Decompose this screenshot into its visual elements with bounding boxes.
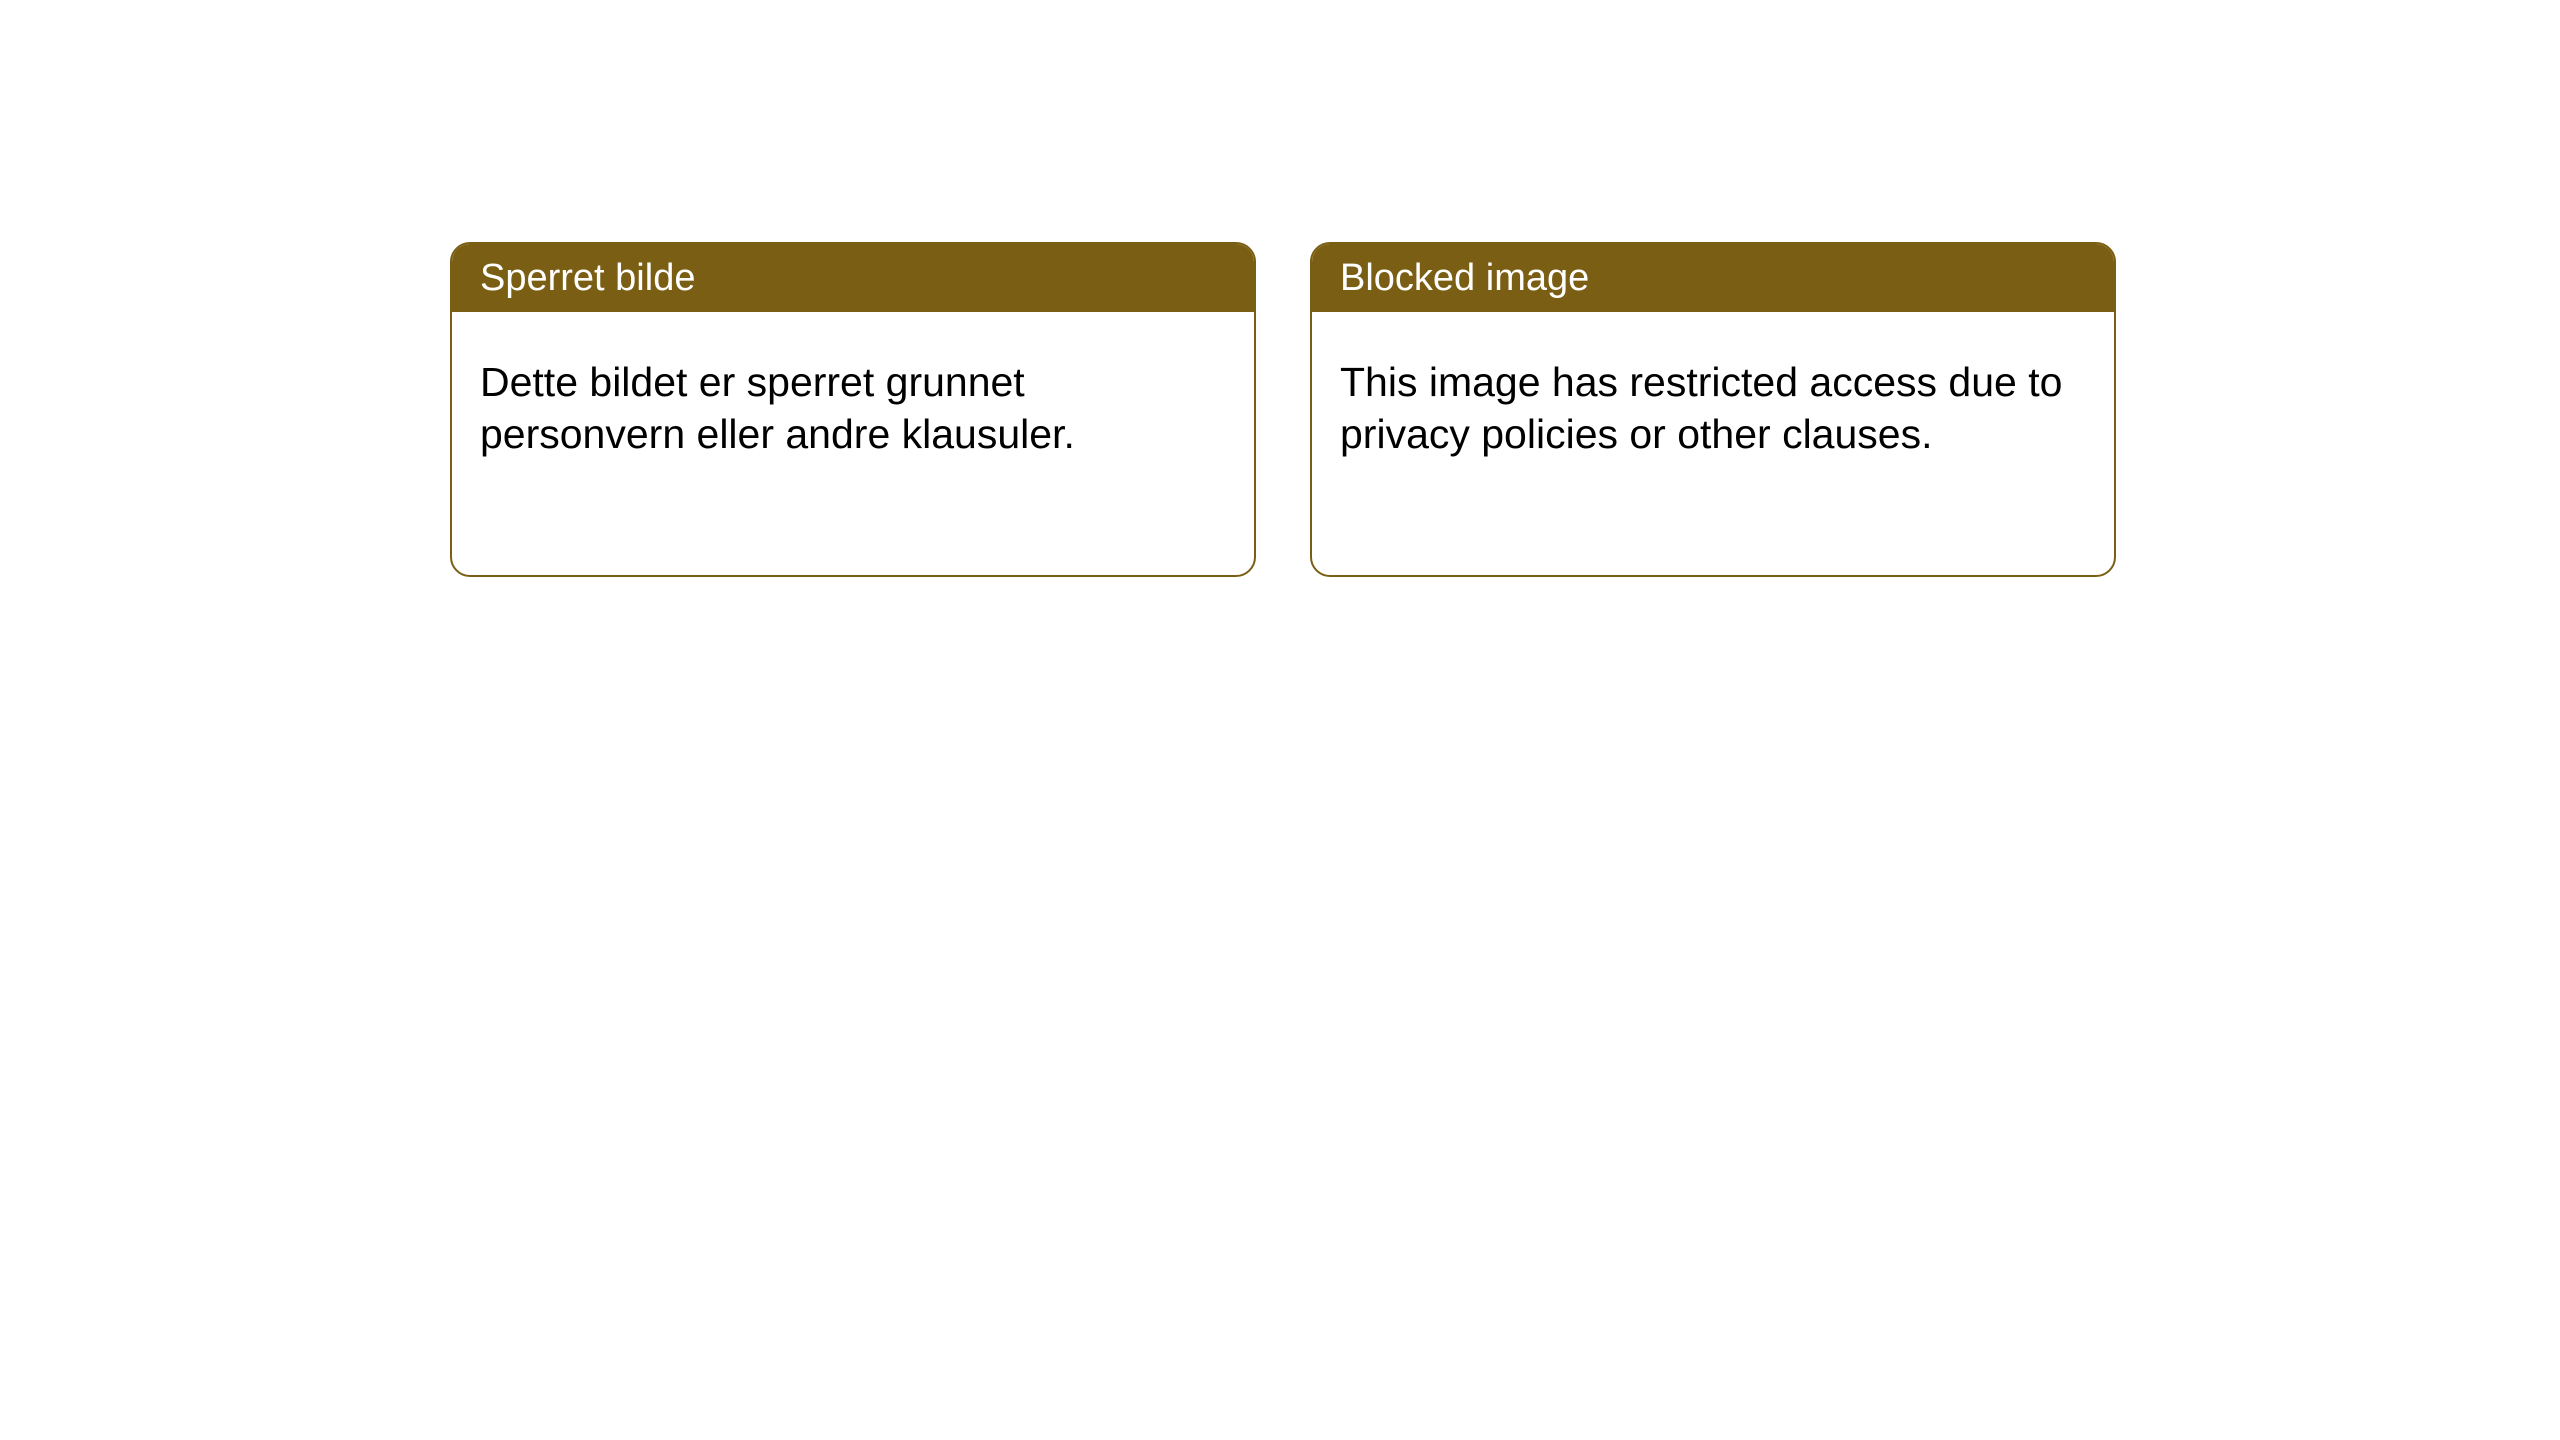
notice-body: Dette bildet er sperret grunnet personve… (452, 312, 1254, 489)
notice-container: Sperret bilde Dette bildet er sperret gr… (450, 242, 2116, 577)
notice-text: This image has restricted access due to … (1340, 359, 2062, 457)
notice-text: Dette bildet er sperret grunnet personve… (480, 359, 1075, 457)
notice-title: Sperret bilde (480, 257, 695, 299)
notice-header: Blocked image (1312, 244, 2114, 312)
notice-card-norwegian: Sperret bilde Dette bildet er sperret gr… (450, 242, 1256, 577)
notice-title: Blocked image (1340, 257, 1589, 299)
notice-card-english: Blocked image This image has restricted … (1310, 242, 2116, 577)
notice-header: Sperret bilde (452, 244, 1254, 312)
notice-body: This image has restricted access due to … (1312, 312, 2114, 489)
